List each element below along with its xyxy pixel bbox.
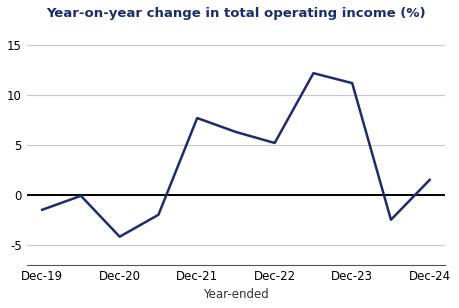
X-axis label: Year-ended: Year-ended bbox=[202, 288, 268, 301]
Title: Year-on-year change in total operating income (%): Year-on-year change in total operating i… bbox=[46, 7, 425, 20]
